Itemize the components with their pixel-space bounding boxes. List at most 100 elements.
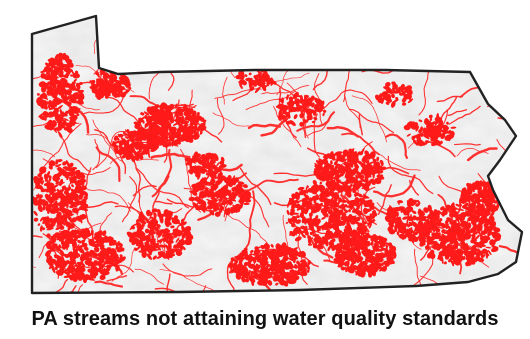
impaired-area	[45, 62, 49, 67]
impaired-stream	[92, 119, 123, 162]
impaired-area	[113, 146, 119, 153]
impaired-area	[144, 132, 149, 141]
impaired-area	[117, 149, 123, 155]
impaired-area	[144, 114, 148, 120]
impaired-area	[114, 140, 121, 144]
impaired-area	[54, 117, 63, 124]
impaired-area	[99, 70, 106, 76]
impaired-stream	[273, 105, 302, 148]
impaired-area	[101, 78, 105, 83]
impaired-stream	[296, 111, 336, 132]
impaired-stream	[447, 109, 468, 117]
impaired-area	[140, 155, 143, 159]
impaired-area	[183, 124, 188, 129]
impaired-area	[163, 130, 169, 136]
impaired-stream	[494, 38, 510, 59]
impaired-area	[134, 124, 139, 130]
impaired-area	[151, 248, 160, 251]
impaired-area	[314, 111, 317, 116]
impaired-area	[140, 112, 145, 116]
impaired-area	[89, 86, 94, 89]
impaired-stream	[487, 76, 522, 107]
impaired-area	[72, 73, 80, 79]
impaired-stream	[32, 266, 36, 293]
impaired-stream	[436, 95, 464, 103]
impaired-area	[58, 68, 62, 76]
impaired-area	[69, 95, 77, 101]
impaired-area	[41, 81, 45, 85]
impaired-area	[147, 117, 150, 121]
impaired-area	[445, 131, 452, 134]
impaired-area	[175, 138, 181, 145]
impaired-stream	[317, 89, 373, 112]
impaired-area	[33, 210, 38, 216]
impaired-area	[168, 104, 175, 110]
impaired-area	[129, 143, 135, 148]
impaired-area	[59, 122, 65, 128]
impaired-area	[50, 79, 56, 83]
map-graphic	[30, 14, 524, 295]
impaired-area	[48, 91, 52, 95]
impaired-area	[52, 70, 60, 76]
impaired-stream	[138, 199, 170, 261]
impaired-stream	[341, 132, 380, 156]
impaired-area	[159, 104, 165, 108]
impaired-area	[48, 114, 55, 118]
impaired-area	[140, 140, 144, 146]
impaired-area	[154, 125, 158, 130]
impaired-area	[69, 116, 75, 122]
impaired-area	[64, 79, 68, 84]
impaired-stream	[420, 275, 452, 293]
impaired-area	[168, 140, 172, 144]
impaired-area	[60, 93, 67, 101]
impaired-area	[70, 110, 74, 117]
impaired-stream	[159, 269, 221, 293]
impaired-area	[137, 141, 140, 147]
map-content	[32, 16, 522, 293]
impaired-area	[49, 61, 58, 67]
impaired-stream	[385, 133, 408, 159]
impaired-area	[445, 223, 449, 230]
impaired-area	[54, 77, 58, 83]
impaired-stream	[226, 261, 243, 293]
impaired-area	[47, 58, 55, 63]
impaired-area	[48, 102, 53, 106]
impaired-area	[201, 126, 207, 131]
impaired-stream	[150, 152, 191, 159]
impaired-stream	[32, 147, 55, 158]
impaired-area	[160, 121, 169, 128]
impaired-area	[96, 70, 100, 78]
impaired-area	[105, 71, 111, 77]
impaired-area	[57, 100, 61, 103]
impaired-area	[71, 115, 75, 120]
impaired-area	[163, 140, 168, 145]
impaired-area	[74, 115, 77, 120]
impaired-area	[170, 136, 175, 141]
impaired-stream	[490, 281, 519, 293]
impaired-stream	[466, 147, 498, 162]
impaired-area	[190, 121, 195, 125]
impaired-area	[72, 119, 77, 122]
impaired-stream	[111, 247, 136, 282]
impaired-area	[67, 109, 71, 114]
impaired-stream	[205, 35, 259, 67]
impaired-area	[190, 159, 199, 163]
impaired-area	[43, 66, 50, 73]
impaired-stream	[461, 16, 488, 53]
impaired-area	[36, 96, 43, 104]
impaired-area	[177, 133, 182, 137]
impaired-stream	[326, 125, 360, 138]
impaired-stream	[184, 285, 207, 293]
impaired-area	[159, 107, 163, 114]
impaired-area	[60, 74, 69, 79]
impaired-area	[77, 95, 82, 101]
impaired-area	[52, 109, 58, 116]
impaired-area	[169, 119, 174, 124]
impaired-area	[188, 128, 194, 134]
impaired-stream	[461, 51, 516, 75]
impaired-stream	[121, 176, 138, 223]
impaired-area	[46, 121, 52, 128]
impaired-area	[191, 112, 197, 118]
impaired-area	[169, 129, 176, 135]
impaired-stream	[281, 23, 320, 38]
